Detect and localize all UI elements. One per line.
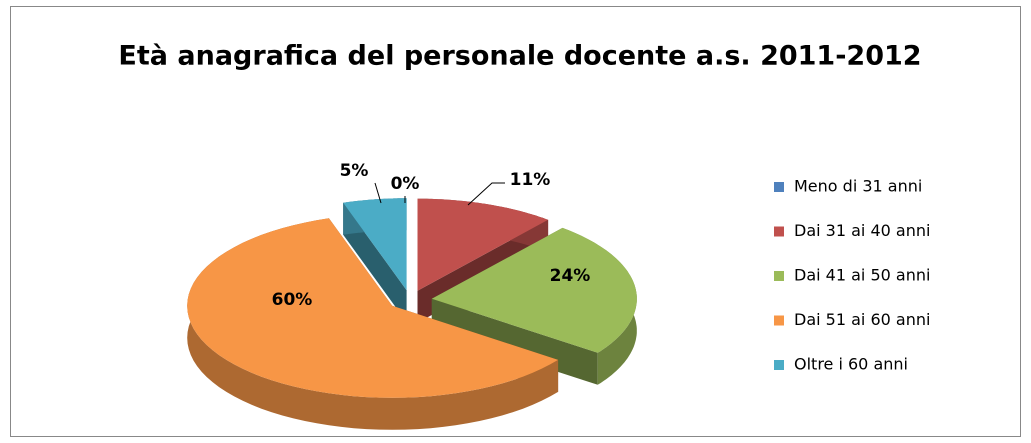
legend-label: Dai 31 ai 40 anni [794, 221, 930, 240]
slice-top [187, 218, 559, 398]
pie-slice [343, 198, 407, 323]
data-label: 11% [510, 170, 551, 190]
data-label: 0% [391, 174, 420, 194]
slice-side [187, 218, 559, 430]
slice-top [417, 198, 549, 291]
legend-swatch [774, 226, 784, 237]
chart-title: Età anagrafica del personale docente a.s… [118, 41, 921, 72]
slice-top [431, 227, 637, 353]
legend-swatch [774, 182, 784, 192]
leader-line [374, 182, 382, 204]
legend-label: Dai 51 ai 60 anni [794, 310, 930, 329]
legend-label: Meno di 31 anni [794, 177, 922, 196]
data-label: 24% [550, 266, 591, 286]
legend-label: Oltre i 60 anni [794, 355, 908, 374]
data-label: 60% [272, 290, 313, 310]
legend-swatch [774, 271, 784, 281]
legend-swatch [774, 360, 784, 370]
legend-swatch [774, 315, 784, 326]
slice-top [343, 198, 407, 291]
legend-label: Dai 41 ai 50 anni [794, 266, 930, 285]
pie-slice [187, 218, 559, 430]
leader-line [467, 182, 505, 206]
data-label: 5% [340, 161, 369, 181]
